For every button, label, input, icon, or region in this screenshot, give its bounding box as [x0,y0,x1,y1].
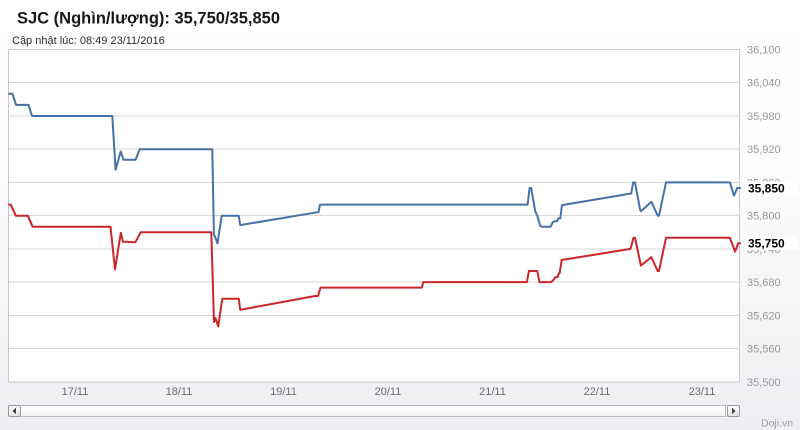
svg-text:35,980: 35,980 [747,111,781,123]
svg-text:36,040: 36,040 [747,78,781,90]
svg-text:35,560: 35,560 [747,344,781,356]
svg-text:17/11: 17/11 [62,386,89,398]
svg-text:22/11: 22/11 [584,386,611,398]
svg-text:35,920: 35,920 [747,144,781,156]
svg-text:SJC (Nghìn/lượng): 35,750/35,8: SJC (Nghìn/lượng): 35,750/35,850 [17,10,280,28]
svg-text:21/11: 21/11 [479,386,506,398]
svg-text:35,750: 35,750 [748,237,785,251]
svg-text:35,800: 35,800 [747,211,781,223]
svg-text:35,850: 35,850 [748,182,785,196]
svg-text:20/11: 20/11 [375,386,402,398]
svg-text:Cập nhật lúc: 08:49 23/11/2016: Cập nhật lúc: 08:49 23/11/2016 [12,35,165,47]
svg-text:35,680: 35,680 [747,277,781,289]
svg-text:Doji.vn: Doji.vn [761,418,793,430]
svg-text:35,620: 35,620 [747,310,781,322]
svg-text:19/11: 19/11 [270,386,297,398]
svg-text:23/11: 23/11 [689,386,716,398]
svg-text:36,100: 36,100 [747,45,781,57]
svg-text:35,500: 35,500 [747,377,781,389]
svg-text:18/11: 18/11 [166,386,193,398]
